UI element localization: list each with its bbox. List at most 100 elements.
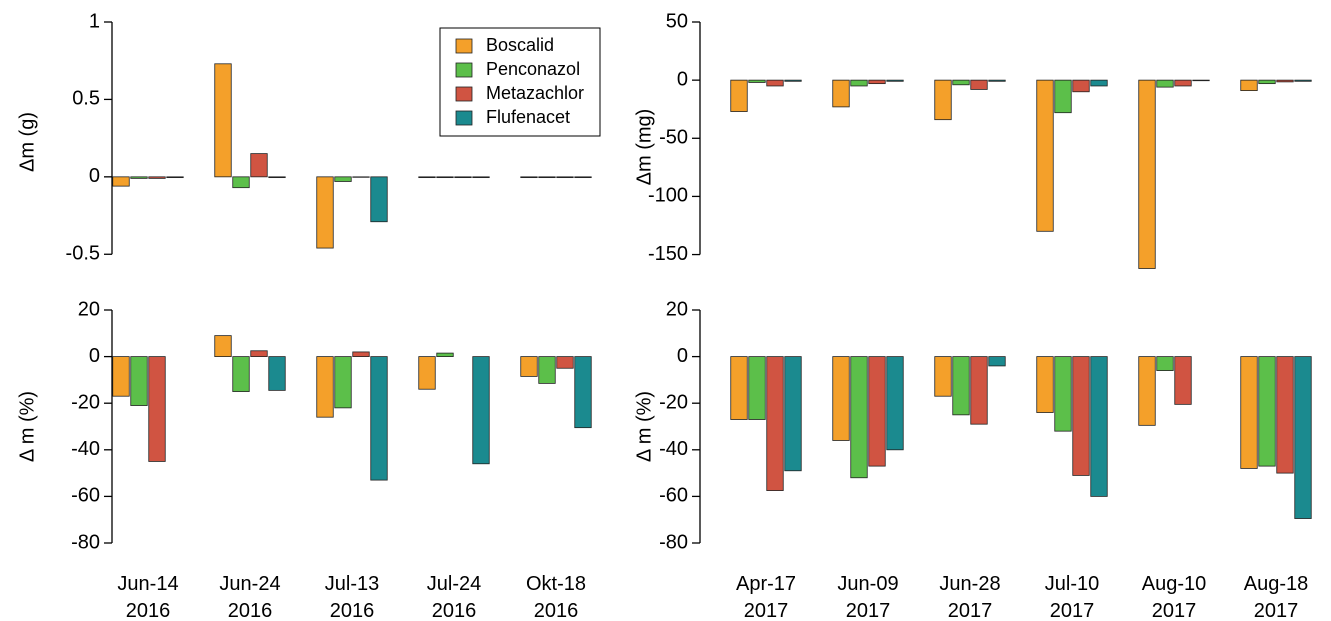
legend-label: Flufenacet (486, 107, 570, 127)
bar (766, 356, 784, 491)
bar (1258, 356, 1276, 467)
bar (148, 356, 166, 462)
bar (1192, 79, 1210, 82)
x-tick-label: Jun-14 2016 (117, 573, 179, 621)
bar (556, 176, 574, 179)
legend-swatch (455, 110, 473, 126)
x-tick-label: Jul-13 2016 (324, 573, 380, 621)
bar (868, 79, 886, 85)
y-tick-label: 0 (677, 345, 688, 367)
y-axis-title: Δm (mg) (633, 109, 655, 186)
bar (316, 356, 334, 418)
y-tick-label: -150 (648, 243, 688, 265)
legend-swatch (455, 38, 473, 54)
bar (148, 176, 166, 179)
x-tick-label: Jul-24 2016 (426, 573, 482, 621)
y-tick-label: 0 (89, 345, 100, 367)
bar (334, 356, 352, 409)
bar (232, 176, 250, 189)
bar (1138, 356, 1156, 426)
y-tick-label: -20 (71, 391, 100, 413)
bar (454, 176, 472, 179)
y-tick-label: 1 (89, 10, 100, 32)
bar (952, 356, 970, 416)
bar (214, 335, 232, 358)
bar (166, 176, 184, 179)
bar (1138, 79, 1156, 269)
bar (730, 79, 748, 112)
bar (970, 79, 988, 90)
bar (1240, 79, 1258, 92)
y-tick-label: 20 (78, 298, 100, 320)
bar (556, 356, 574, 369)
bar (1054, 79, 1072, 114)
bar (1294, 79, 1312, 82)
bar (250, 350, 268, 357)
y-tick-label: 20 (666, 298, 688, 320)
bar (472, 356, 490, 465)
bar (334, 176, 352, 182)
bar (472, 176, 490, 179)
bar (268, 176, 286, 179)
bar (730, 356, 748, 420)
bar (1156, 79, 1174, 88)
bar (214, 63, 232, 178)
bar (1276, 356, 1294, 474)
bar (988, 356, 1006, 367)
bar (766, 79, 784, 87)
y-axis-title: Δ m (%) (16, 391, 38, 462)
y-tick-label: 50 (666, 10, 688, 32)
bar (1258, 79, 1276, 85)
bar (538, 176, 556, 179)
bar (1072, 79, 1090, 93)
bar (370, 176, 388, 223)
bar (952, 79, 970, 86)
bar (520, 356, 538, 377)
bar (436, 176, 454, 179)
x-tick-label: Jun-24 2016 (219, 573, 281, 621)
bar (886, 356, 904, 451)
y-tick-label: -80 (71, 531, 100, 553)
y-tick-label: -60 (71, 485, 100, 507)
bar (748, 79, 766, 83)
bar (418, 176, 436, 179)
bar (784, 79, 802, 82)
bar (850, 356, 868, 479)
bar (1276, 79, 1294, 83)
bar (1240, 356, 1258, 469)
bar (1294, 356, 1312, 519)
y-tick-label: 0.5 (72, 88, 100, 110)
bar (934, 79, 952, 121)
y-tick-label: -100 (648, 185, 688, 207)
bar (1174, 356, 1192, 405)
y-tick-label: -40 (659, 438, 688, 460)
bar (988, 79, 1006, 82)
y-tick-label: -50 (659, 127, 688, 149)
bar (1054, 356, 1072, 432)
legend-label: Boscalid (486, 35, 554, 55)
bar (868, 356, 886, 467)
bar (316, 176, 334, 249)
bar (112, 356, 130, 397)
bar (268, 356, 286, 391)
bar (850, 79, 868, 87)
bar (748, 356, 766, 420)
bar (112, 176, 130, 187)
x-tick-label: Jun-28 2017 (939, 573, 1001, 621)
x-tick-label: Aug-10 2017 (1141, 573, 1207, 621)
x-tick-label: Okt-18 2016 (525, 573, 587, 621)
y-tick-label: -20 (659, 391, 688, 413)
bar (1156, 356, 1174, 371)
y-axis-title: Δ m (%) (633, 391, 655, 462)
bar (352, 351, 370, 358)
bar (574, 176, 592, 179)
bar (250, 153, 268, 178)
y-tick-label: -80 (659, 531, 688, 553)
bar (130, 356, 148, 406)
bar (832, 79, 850, 108)
bar (538, 356, 556, 384)
y-tick-label: -0.5 (66, 243, 100, 265)
bar (784, 356, 802, 472)
y-tick-label: -60 (659, 485, 688, 507)
